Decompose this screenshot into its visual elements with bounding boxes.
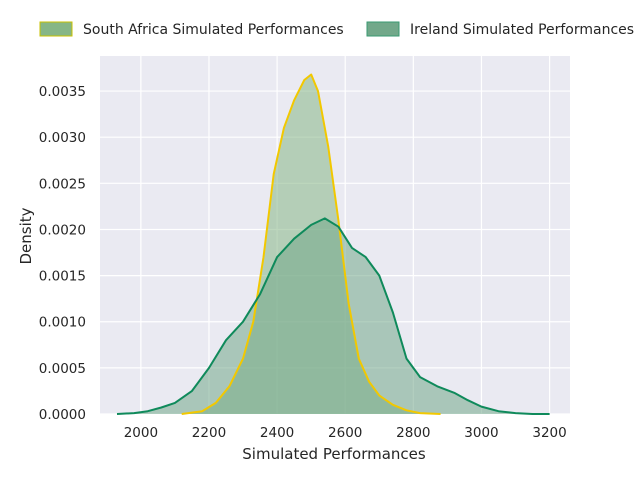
- x-tick-label: 2200: [192, 425, 226, 441]
- x-axis-label: Simulated Performances: [242, 445, 426, 463]
- x-tick-label: 2400: [260, 425, 294, 441]
- legend-label-ireland: Ireland Simulated Performances: [410, 22, 634, 38]
- x-tick-label: 3000: [464, 425, 498, 441]
- legend-label-south-africa: South Africa Simulated Performances: [83, 22, 344, 38]
- y-tick-label: 0.0005: [39, 361, 86, 377]
- density-line-south-africa: [181, 73, 441, 415]
- y-tick-label: 0.0000: [39, 407, 86, 423]
- y-tick-label: 0.0010: [39, 315, 86, 331]
- y-tick-label: 0.0020: [39, 222, 86, 238]
- legend: South Africa Simulated Performances Irel…: [39, 21, 634, 38]
- y-tick-label: 0.0035: [39, 84, 86, 100]
- x-tick-label: 2800: [396, 425, 430, 441]
- density-line-ireland: [116, 217, 550, 415]
- x-tick-labels: 2000 2200 2400 2600 2800 3000 3200: [124, 425, 567, 441]
- y-tick-label: 0.0030: [39, 130, 86, 146]
- legend-swatch-south-africa: [39, 21, 73, 37]
- density-area-ireland: [117, 218, 550, 414]
- y-tick-label: 0.0015: [39, 269, 86, 285]
- y-tick-label: 0.0025: [39, 176, 86, 192]
- legend-swatch-ireland: [366, 21, 400, 37]
- y-tick-labels: 0.0000 0.0005 0.0010 0.0015 0.0020 0.0025 0.00…: [39, 84, 86, 423]
- y-axis-label: Density: [17, 207, 35, 264]
- x-tick-label: 2600: [328, 425, 362, 441]
- x-tick-label: 2000: [124, 425, 158, 441]
- density-areas: [116, 73, 550, 415]
- x-tick-label: 3200: [532, 425, 566, 441]
